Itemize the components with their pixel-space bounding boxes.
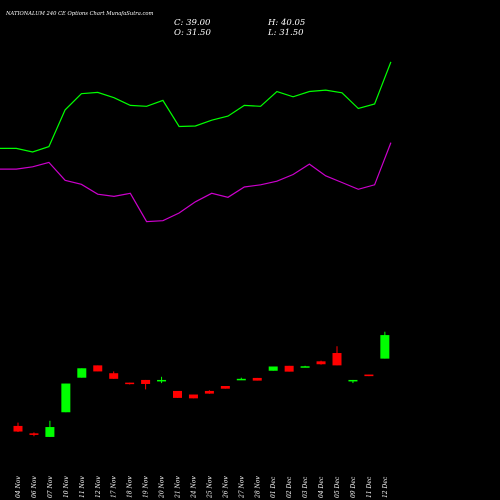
candle [77, 368, 87, 378]
x-tick-label: 24 Nov [190, 476, 197, 499]
candle-body [236, 378, 246, 381]
candle [348, 379, 358, 384]
x-tick-label: 11 Nov [79, 476, 86, 498]
lower-band-line [0, 142, 392, 223]
x-tick-label: 27 Nov [238, 476, 245, 499]
candle [284, 365, 294, 372]
candle [268, 366, 278, 371]
candle [29, 432, 39, 437]
candle-body [109, 373, 119, 379]
x-tick-label: 06 Nov [31, 476, 38, 498]
candle-body [77, 368, 87, 378]
low-value: L: 31.50 [267, 28, 304, 38]
candle-body [29, 433, 39, 435]
candle [13, 422, 23, 432]
candle-body [188, 394, 198, 399]
candle-body [173, 390, 182, 398]
candle [173, 390, 182, 398]
candle-body [13, 425, 23, 432]
candle [61, 383, 71, 413]
x-tick-label: 09 Dec [350, 476, 357, 498]
candle-body [380, 335, 390, 359]
x-tick-label: 11 Dec [366, 476, 373, 498]
close-value: C: 39.00 [174, 18, 211, 28]
x-tick-label: 04 Nov [15, 476, 22, 498]
candle [380, 331, 390, 359]
x-tick-label: 02 Dec [286, 476, 293, 498]
candle [141, 379, 151, 390]
candle-body [348, 379, 358, 382]
x-tick-label: 07 Nov [47, 476, 54, 498]
x-tick-label: 17 Nov [111, 476, 118, 498]
candle-body [284, 365, 294, 372]
x-tick-label: 28 Nov [254, 476, 261, 499]
high-value: H: 40.05 [267, 18, 305, 28]
candle [252, 377, 262, 381]
candle [188, 394, 198, 399]
candle-body [364, 374, 374, 377]
candle [93, 365, 103, 372]
candle [45, 420, 55, 437]
x-tick-label: 04 Dec [318, 476, 325, 498]
x-tick-label: 25 Nov [206, 476, 213, 499]
candles [13, 331, 390, 437]
candle [364, 374, 374, 377]
x-tick-label: 21 Nov [175, 476, 182, 499]
candle-body [220, 386, 230, 389]
candle [300, 365, 310, 368]
x-tick-label: 19 Nov [143, 476, 150, 498]
candle-body [93, 365, 103, 372]
x-tick-label: 26 Nov [222, 476, 229, 499]
open-value: O: 31.50 [174, 28, 211, 38]
candle-body [268, 366, 278, 371]
x-tick-label: 03 Dec [302, 476, 309, 498]
candle [125, 382, 135, 385]
candle-body [316, 361, 326, 365]
x-tick-label: 12 Dec [382, 476, 389, 498]
x-tick-label: 01 Dec [270, 476, 277, 498]
chart-title: NATIONALUM 240 CE Options Chart MunafaSu… [5, 11, 154, 17]
candle-body [157, 379, 167, 382]
candle-body [332, 353, 342, 366]
x-tick-label: 18 Nov [127, 476, 134, 498]
candle-body [125, 382, 135, 385]
candle [316, 360, 326, 365]
x-tick-label: 20 Nov [159, 476, 166, 499]
x-tick-label: 05 Dec [334, 476, 341, 498]
candle [332, 346, 342, 366]
x-tick-label: 10 Nov [63, 476, 70, 498]
candle [204, 390, 214, 394]
candle [109, 371, 119, 379]
indicator-lines [0, 61, 392, 223]
candle-body [45, 427, 55, 437]
chart-header: NATIONALUM 240 CE Options Chart MunafaSu… [5, 11, 305, 38]
x-axis-labels: 04 Nov 06 Nov 07 Nov 10 Nov 11 Nov 12 Nov 17 N… [15, 476, 389, 499]
candle-body [204, 390, 214, 394]
candle-body [252, 377, 262, 381]
x-tick-label: 12 Nov [95, 476, 102, 498]
candle-body [300, 366, 310, 368]
candle [220, 386, 230, 389]
candle [236, 377, 246, 381]
candle [157, 376, 167, 384]
candle-body [141, 379, 151, 384]
upper-band-line [0, 61, 392, 153]
candle-body [61, 383, 71, 413]
